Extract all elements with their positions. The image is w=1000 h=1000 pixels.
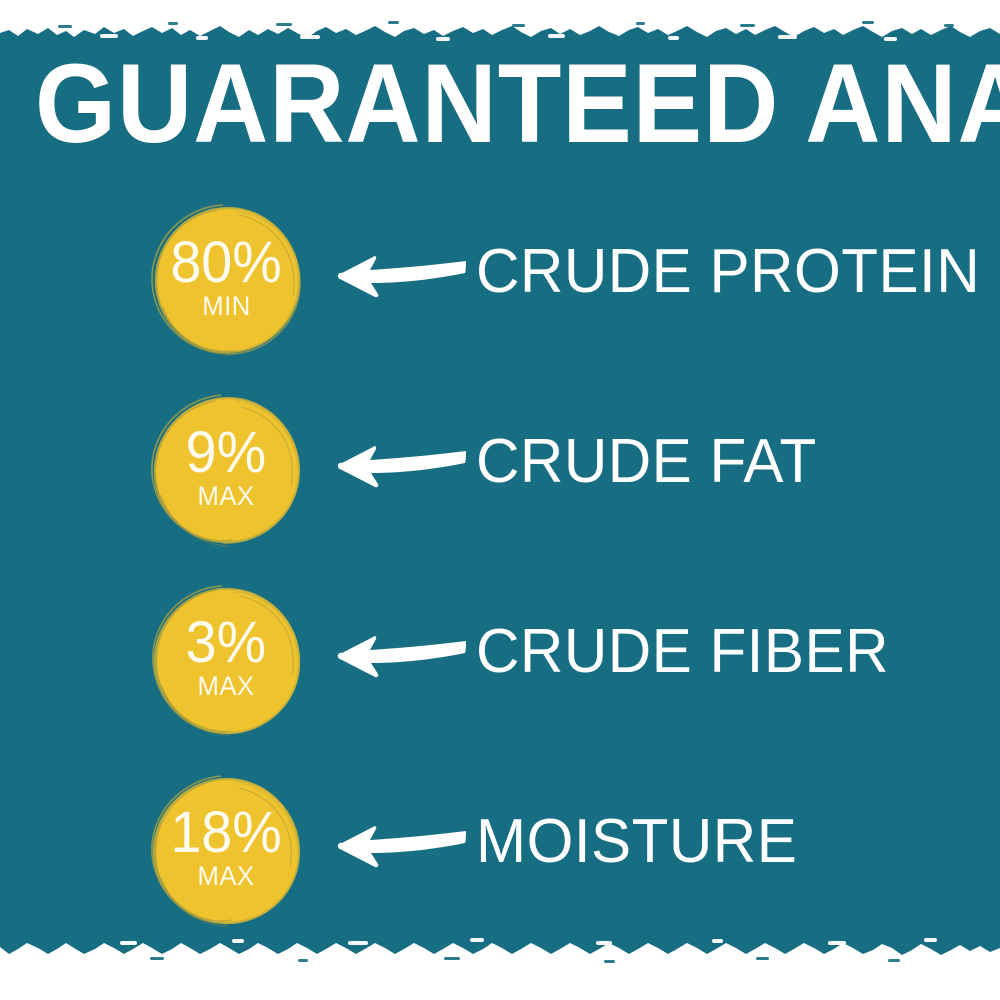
left-arrow-icon xyxy=(314,439,466,495)
left-arrow-icon xyxy=(314,819,466,875)
badge-text-group: 18% MAX xyxy=(143,767,309,933)
badge-value: 18% xyxy=(170,800,282,866)
nutrient-label: CRUDE PROTEIN xyxy=(476,237,981,306)
nutrient-label: MOISTURE xyxy=(476,807,798,876)
badge-qualifier: MAX xyxy=(197,860,255,891)
nutrient-label: CRUDE FIBER xyxy=(476,617,889,686)
nutrient-badge: 80% MIN xyxy=(143,197,309,363)
badge-qualifier: MIN xyxy=(201,290,251,321)
badge-text-group: 3% MAX xyxy=(143,577,309,743)
badge-qualifier: MAX xyxy=(197,480,255,511)
badge-qualifier: MAX xyxy=(197,670,255,701)
badge-value: 3% xyxy=(185,610,267,676)
badge-value: 9% xyxy=(185,420,267,486)
badge-value: 80% xyxy=(170,230,282,296)
analysis-row: 9% MAX CRUDE FAT xyxy=(0,387,1000,577)
page-title: GUARANTEED ANALYSIS xyxy=(35,41,1000,166)
nutrient-badge: 9% MAX xyxy=(143,387,309,553)
nutrient-badge: 18% MAX xyxy=(143,767,309,933)
badge-text-group: 9% MAX xyxy=(143,387,309,553)
analysis-row: 3% MAX CRUDE FIBER xyxy=(0,577,1000,767)
nutrient-badge: 3% MAX xyxy=(143,577,309,743)
left-arrow-icon xyxy=(314,629,466,685)
analysis-row: 18% MAX MOISTURE xyxy=(0,767,1000,957)
nutrient-label: CRUDE FAT xyxy=(476,427,817,496)
left-arrow-icon xyxy=(314,249,466,305)
analysis-row: 80% MIN CRUDE PROTEIN xyxy=(0,197,1000,387)
badge-text-group: 80% MIN xyxy=(143,197,309,363)
